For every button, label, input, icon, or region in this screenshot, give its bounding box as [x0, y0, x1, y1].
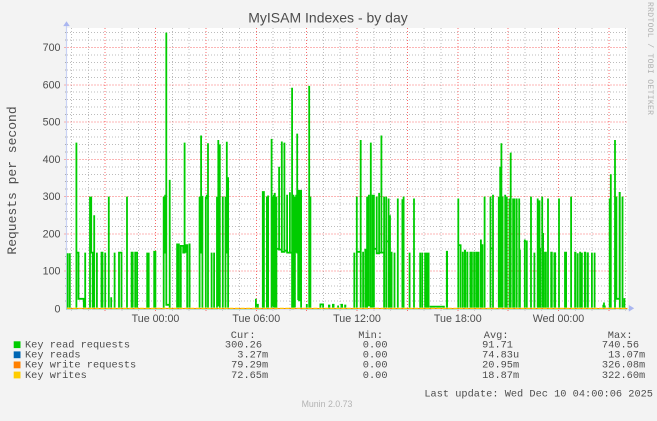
svg-text:m: m [639, 350, 645, 362]
svg-text:m: m [262, 370, 268, 382]
svg-text:Key writes: Key writes [25, 370, 87, 382]
svg-text:18.87: 18.87 [482, 370, 513, 382]
svg-text:m: m [513, 370, 519, 382]
svg-text:m: m [262, 350, 268, 362]
svg-text:u: u [513, 350, 519, 362]
svg-text:740.56: 740.56 [602, 340, 639, 352]
svg-text:Key read requests: Key read requests [25, 340, 130, 352]
svg-text:91.71: 91.71 [482, 340, 513, 352]
svg-text:Last update: Wed Dec 10 04:00:: Last update: Wed Dec 10 04:00:06 2025 [424, 389, 653, 401]
svg-text:Avg:: Avg: [484, 330, 509, 342]
svg-text:200: 200 [43, 228, 61, 240]
svg-text:Key write requests: Key write requests [25, 360, 136, 372]
svg-text:Tue 00:00: Tue 00:00 [132, 313, 180, 325]
svg-text:322.60: 322.60 [602, 370, 639, 382]
svg-text:300.26: 300.26 [225, 340, 262, 352]
svg-text:Requests per second: Requests per second [5, 106, 20, 254]
svg-text:m: m [639, 360, 645, 372]
svg-text:m: m [262, 360, 268, 372]
svg-text:3.27: 3.27 [237, 350, 262, 362]
svg-text:Wed 00:00: Wed 00:00 [533, 313, 585, 325]
svg-text:74.83: 74.83 [482, 350, 513, 362]
svg-text:Key reads: Key reads [25, 350, 81, 362]
svg-text:0.00: 0.00 [363, 360, 388, 372]
svg-text:Tue 12:00: Tue 12:00 [333, 313, 381, 325]
svg-text:Max:: Max: [608, 330, 633, 342]
svg-text:600: 600 [43, 79, 61, 91]
svg-text:13.07: 13.07 [608, 350, 639, 362]
svg-text:500: 500 [43, 117, 61, 129]
svg-text:Munin 2.0.73: Munin 2.0.73 [302, 399, 353, 409]
svg-text:0.00: 0.00 [363, 370, 388, 382]
svg-text:300: 300 [43, 191, 61, 203]
svg-text:20.95: 20.95 [482, 360, 513, 372]
svg-text:0: 0 [55, 303, 61, 315]
svg-text:m: m [513, 360, 519, 372]
svg-text:72.65: 72.65 [231, 370, 262, 382]
svg-text:326.08: 326.08 [602, 360, 639, 372]
svg-text:0.00: 0.00 [363, 340, 388, 352]
svg-text:79.29: 79.29 [231, 360, 262, 372]
svg-text:0.00: 0.00 [363, 350, 388, 362]
svg-text:Cur:: Cur: [231, 330, 256, 342]
svg-text:400: 400 [43, 154, 61, 166]
svg-text:Tue 06:00: Tue 06:00 [232, 313, 280, 325]
svg-text:700: 700 [43, 42, 61, 54]
svg-text:m: m [639, 370, 645, 382]
svg-text:Tue 18:00: Tue 18:00 [434, 313, 482, 325]
svg-text:MyISAM Indexes - by day: MyISAM Indexes - by day [248, 9, 408, 25]
svg-text:100: 100 [43, 266, 61, 278]
svg-text:RRDTOOL / TOBI OETIKER: RRDTOOL / TOBI OETIKER [645, 2, 654, 115]
svg-text:Min:: Min: [358, 330, 383, 342]
